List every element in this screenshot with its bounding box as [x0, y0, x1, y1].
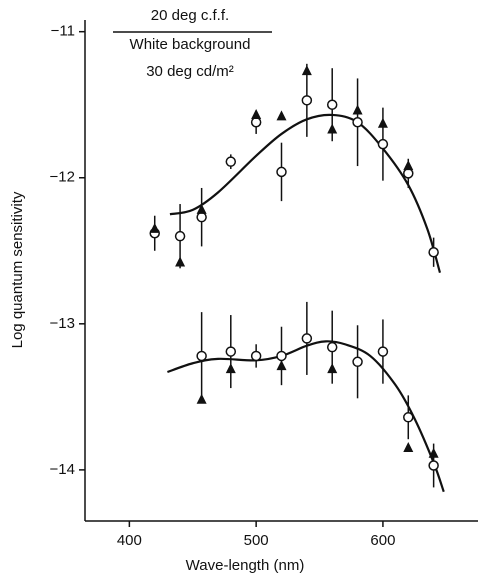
data-point	[403, 412, 414, 423]
data-point	[149, 222, 160, 233]
data-point	[428, 460, 439, 471]
data-point	[174, 230, 186, 242]
data-point	[377, 346, 389, 357]
annotation: 30 deg cd/m²	[146, 63, 234, 80]
fit-curve	[167, 340, 445, 493]
data-point	[301, 65, 312, 76]
data-point	[301, 333, 313, 344]
y-tick-label: −13	[50, 315, 75, 332]
data-point	[225, 156, 237, 167]
data-point	[250, 350, 262, 362]
data-point	[276, 360, 287, 371]
data-point	[403, 160, 414, 171]
x-tick-label: 600	[370, 532, 395, 549]
data-point	[196, 203, 207, 214]
x-tick-label: 500	[244, 532, 269, 549]
data-point	[327, 363, 338, 374]
data-point	[403, 441, 414, 452]
data-point	[352, 104, 363, 115]
data-point	[377, 138, 389, 150]
data-point	[225, 363, 236, 374]
data-point	[276, 166, 287, 178]
data-point	[251, 108, 262, 119]
annotation: White background	[130, 36, 251, 53]
data-point	[196, 211, 207, 223]
fit-curve	[169, 113, 442, 273]
y-tick-label: −14	[50, 461, 75, 478]
data-point	[196, 393, 207, 404]
y-tick-label: −11	[51, 23, 75, 40]
annotation: 20 deg c.f.f.	[151, 7, 229, 24]
data-point	[276, 110, 287, 121]
x-tick-label: 400	[117, 532, 142, 549]
y-axis-label: Log quantum sensitivity	[9, 191, 26, 348]
data-point	[377, 117, 388, 128]
data-point	[352, 116, 363, 128]
data-point	[276, 350, 287, 362]
data-point	[301, 95, 313, 106]
data-point	[403, 168, 414, 179]
y-tick-label: −12	[50, 169, 75, 186]
data-point	[326, 99, 338, 110]
data-point	[327, 123, 338, 134]
x-axis-label: Wave-length (nm)	[186, 557, 305, 574]
data-point	[196, 350, 207, 362]
data-point	[352, 356, 363, 368]
data-point	[225, 346, 237, 357]
data-point	[428, 246, 439, 258]
data-point	[326, 341, 338, 353]
data-point	[428, 447, 439, 458]
data-point	[175, 256, 186, 267]
data-point	[250, 116, 262, 128]
